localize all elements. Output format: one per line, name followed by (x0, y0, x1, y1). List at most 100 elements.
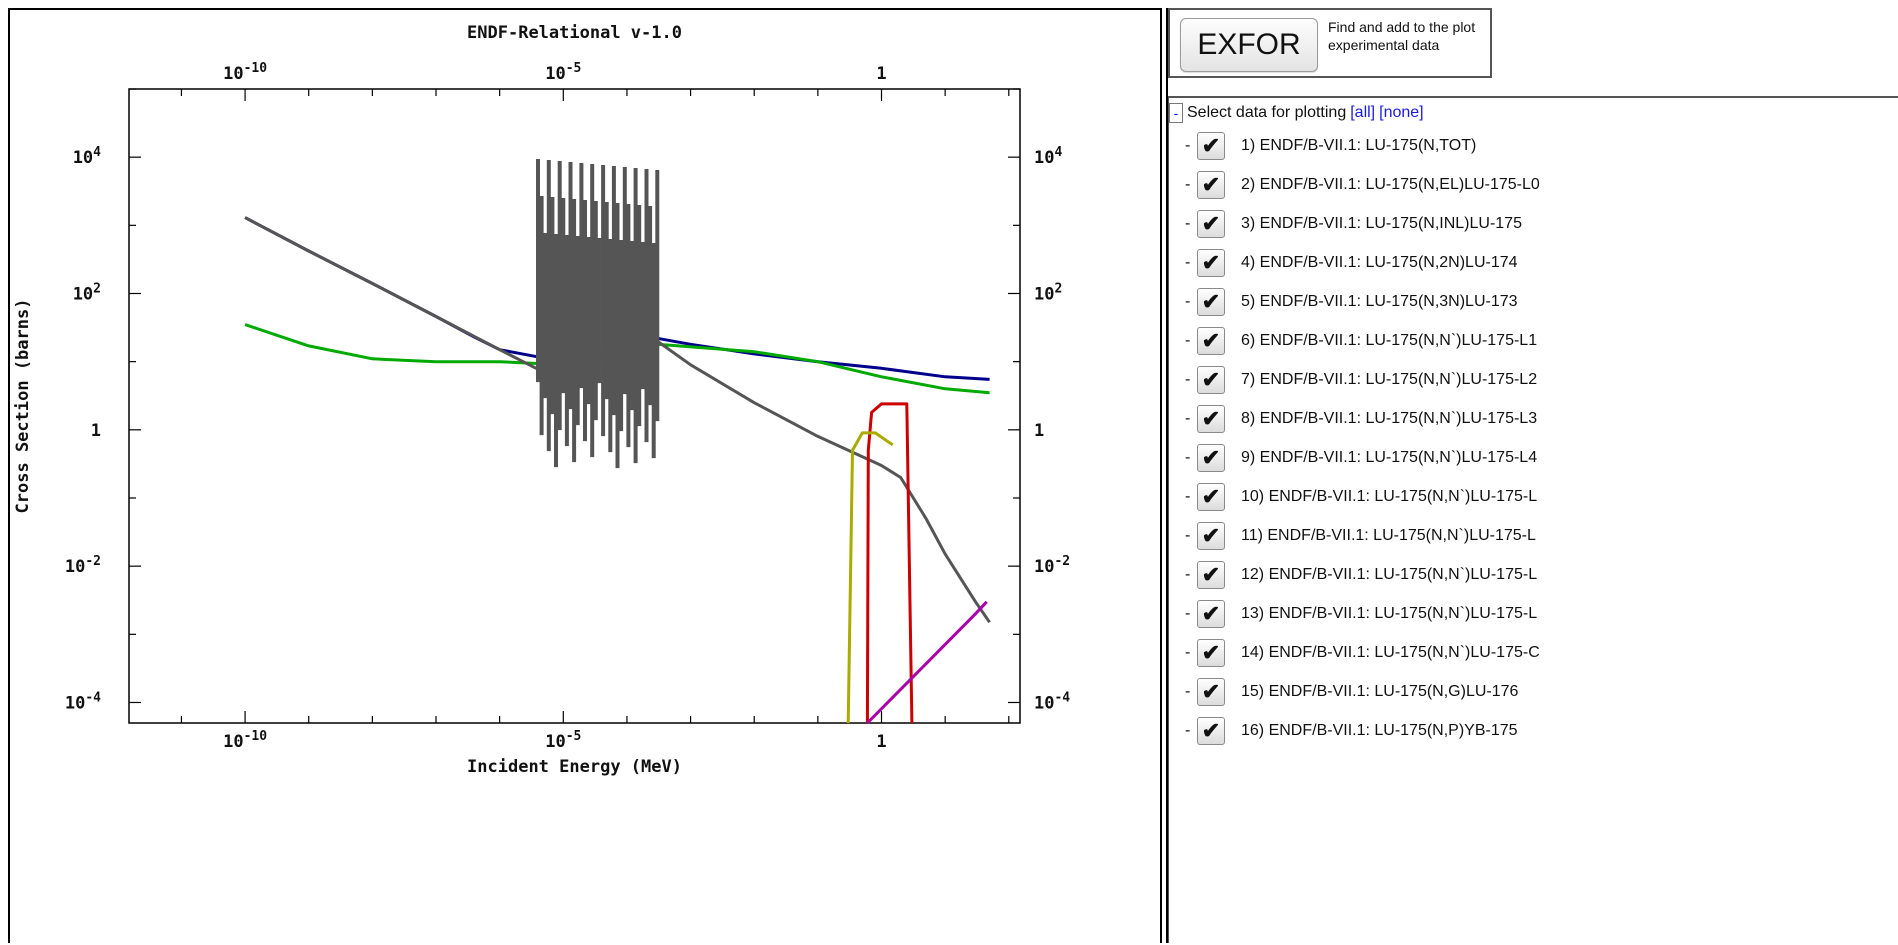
item-label: 10) ENDF/B-VII.1: LU-175(N,N`)LU-175-L (1241, 487, 1538, 505)
item-checkbox[interactable]: ✔ (1197, 209, 1225, 238)
data-item: - ✔ 16) ENDF/B-VII.1: LU-175(N,P)YB-175 (1169, 711, 1898, 750)
checkmark-icon: ✔ (1201, 678, 1221, 704)
item-label: 4) ENDF/B-VII.1: LU-175(N,2N)LU-174 (1241, 253, 1518, 271)
series-line (865, 402, 914, 724)
item-expand-toggle[interactable]: - (1185, 526, 1191, 544)
item-expand-toggle[interactable]: - (1185, 487, 1191, 505)
plot-title: ENDF-Relational v-1.0 (467, 23, 682, 43)
item-label: 1) ENDF/B-VII.1: LU-175(N,TOT) (1241, 136, 1477, 154)
y-tick-label: 10-4 (65, 690, 101, 713)
item-checkbox[interactable]: ✔ (1197, 560, 1225, 589)
checkmark-icon: ✔ (1201, 366, 1221, 392)
item-checkbox[interactable]: ✔ (1197, 248, 1225, 277)
select-data-header: - Select data for plotting [all] [none] (1169, 102, 1424, 124)
item-checkbox[interactable]: ✔ (1197, 443, 1225, 472)
x-tick-label-top: 10-10 (223, 61, 267, 84)
data-item: - ✔ 9) ENDF/B-VII.1: LU-175(N,N`)LU-175-L4 (1169, 438, 1898, 477)
checkmark-icon: ✔ (1201, 483, 1221, 509)
exfor-button[interactable]: EXFOR (1180, 18, 1318, 72)
item-label: 12) ENDF/B-VII.1: LU-175(N,N`)LU-175-L (1241, 565, 1538, 583)
item-expand-toggle[interactable]: - (1185, 448, 1191, 466)
y-tick-label-right: 1 (1034, 421, 1044, 441)
item-label: 2) ENDF/B-VII.1: LU-175(N,EL)LU-175-L0 (1241, 175, 1540, 193)
y-tick-label-right: 10-4 (1034, 690, 1070, 713)
item-expand-toggle[interactable]: - (1185, 643, 1191, 661)
item-checkbox[interactable]: ✔ (1197, 131, 1225, 160)
plot-area-frame (128, 88, 1021, 724)
item-checkbox[interactable]: ✔ (1197, 716, 1225, 745)
item-label: 5) ENDF/B-VII.1: LU-175(N,3N)LU-173 (1241, 292, 1518, 310)
y-tick-label: 104 (73, 145, 101, 168)
checkmark-icon: ✔ (1201, 288, 1221, 314)
item-checkbox[interactable]: ✔ (1197, 365, 1225, 394)
y-tick-label: 1 (91, 421, 101, 441)
checkmark-icon: ✔ (1201, 522, 1221, 548)
y-tick-label: 102 (73, 281, 101, 304)
item-checkbox[interactable]: ✔ (1197, 170, 1225, 199)
checkmark-icon: ✔ (1201, 405, 1221, 431)
item-expand-toggle[interactable]: - (1185, 682, 1191, 700)
y-tick-label: 10-2 (65, 554, 101, 577)
item-checkbox[interactable]: ✔ (1197, 482, 1225, 511)
item-expand-toggle[interactable]: - (1185, 253, 1191, 271)
item-expand-toggle[interactable]: - (1185, 409, 1191, 427)
item-checkbox[interactable]: ✔ (1197, 521, 1225, 550)
item-expand-toggle[interactable]: - (1185, 136, 1191, 154)
item-expand-toggle[interactable]: - (1185, 214, 1191, 232)
select-data-panel: - Select data for plotting [all] [none] … (1168, 96, 1898, 943)
checkmark-icon: ✔ (1201, 249, 1221, 275)
resonance-spikes (536, 159, 660, 469)
data-item: - ✔ 15) ENDF/B-VII.1: LU-175(N,G)LU-176 (1169, 672, 1898, 711)
sidebar: EXFOR Find and add to the plot experimen… (1166, 8, 1898, 943)
x-tick-label-top: 10-5 (545, 61, 581, 84)
item-label: 15) ENDF/B-VII.1: LU-175(N,G)LU-176 (1241, 682, 1519, 700)
data-item: - ✔ 8) ENDF/B-VII.1: LU-175(N,N`)LU-175-L3 (1169, 399, 1898, 438)
item-expand-toggle[interactable]: - (1185, 292, 1191, 310)
item-label: 16) ENDF/B-VII.1: LU-175(N,P)YB-175 (1241, 721, 1518, 739)
item-expand-toggle[interactable]: - (1185, 370, 1191, 388)
item-checkbox[interactable]: ✔ (1197, 677, 1225, 706)
item-expand-toggle[interactable]: - (1185, 565, 1191, 583)
data-item: - ✔ 5) ENDF/B-VII.1: LU-175(N,3N)LU-173 (1169, 282, 1898, 321)
y-tick-label-right: 10-2 (1034, 554, 1070, 577)
checkmark-icon: ✔ (1201, 600, 1221, 626)
data-item: - ✔ 14) ENDF/B-VII.1: LU-175(N,N`)LU-175-C (1169, 633, 1898, 672)
select-none-link[interactable]: [none] (1379, 104, 1424, 121)
x-tick-label: 10-10 (223, 729, 267, 752)
series-line (244, 216, 991, 624)
y-tick-label-right: 102 (1034, 281, 1062, 304)
item-expand-toggle[interactable]: - (1185, 604, 1191, 622)
series-line (866, 600, 988, 725)
item-label: 11) ENDF/B-VII.1: LU-175(N,N`)LU-175-L (1241, 526, 1536, 544)
checkmark-icon: ✔ (1201, 561, 1221, 587)
item-expand-toggle[interactable]: - (1185, 175, 1191, 193)
data-item: - ✔ 3) ENDF/B-VII.1: LU-175(N,INL)LU-175 (1169, 204, 1898, 243)
collapse-toggle[interactable]: - (1169, 103, 1183, 123)
y-axis-label: Cross Section (barns) (13, 299, 33, 514)
data-item: - ✔ 12) ENDF/B-VII.1: LU-175(N,N`)LU-175-L (1169, 555, 1898, 594)
checkmark-icon: ✔ (1201, 639, 1221, 665)
checkmark-icon: ✔ (1201, 717, 1221, 743)
item-expand-toggle[interactable]: - (1185, 721, 1191, 739)
checkmark-icon: ✔ (1201, 171, 1221, 197)
data-item: - ✔ 6) ENDF/B-VII.1: LU-175(N,N`)LU-175-L1 (1169, 321, 1898, 360)
series-line (846, 431, 894, 724)
x-tick-label: 10-5 (545, 729, 581, 752)
y-tick-label-right: 104 (1034, 145, 1062, 168)
checkmark-icon: ✔ (1201, 444, 1221, 470)
item-checkbox[interactable]: ✔ (1197, 638, 1225, 667)
item-label: 7) ENDF/B-VII.1: LU-175(N,N`)LU-175-L2 (1241, 370, 1538, 388)
data-list: - ✔ 1) ENDF/B-VII.1: LU-175(N,TOT) - ✔ 2) END… (1169, 126, 1898, 750)
data-item: - ✔ 1) ENDF/B-VII.1: LU-175(N,TOT) (1169, 126, 1898, 165)
item-label: 9) ENDF/B-VII.1: LU-175(N,N`)LU-175-L4 (1241, 448, 1538, 466)
select-all-link[interactable]: [all] (1350, 104, 1376, 121)
data-item: - ✔ 4) ENDF/B-VII.1: LU-175(N,2N)LU-174 (1169, 243, 1898, 282)
data-item: - ✔ 2) ENDF/B-VII.1: LU-175(N,EL)LU-175-L0 (1169, 165, 1898, 204)
item-checkbox[interactable]: ✔ (1197, 326, 1225, 355)
x-axis-label: Incident Energy (MeV) (467, 757, 682, 777)
item-checkbox[interactable]: ✔ (1197, 599, 1225, 628)
item-expand-toggle[interactable]: - (1185, 331, 1191, 349)
cross-section-plot[interactable]: ENDF-Relational v-1.0 Incident Energy (Me… (10, 10, 1164, 945)
item-checkbox[interactable]: ✔ (1197, 404, 1225, 433)
item-checkbox[interactable]: ✔ (1197, 287, 1225, 316)
